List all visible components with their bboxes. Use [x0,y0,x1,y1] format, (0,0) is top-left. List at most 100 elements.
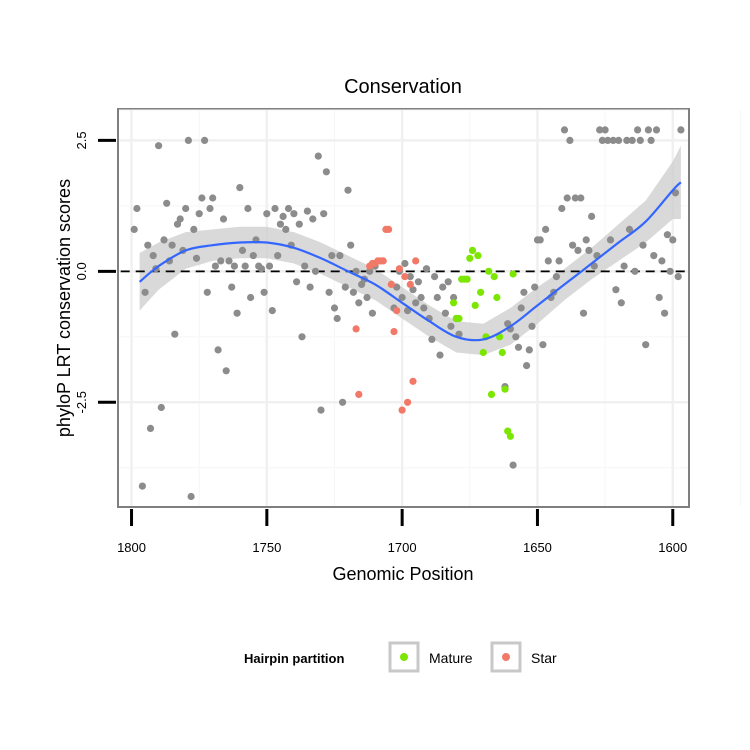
data-point-other [201,136,209,144]
data-point-mature [506,432,514,440]
legend-swatch-mature [400,653,408,661]
data-point-other [409,286,417,294]
data-points [130,126,685,501]
data-point-other [574,246,582,254]
data-point-star [379,257,387,265]
data-point-other [265,262,274,270]
data-point-other [523,362,531,370]
data-point-star [387,280,395,288]
data-point-other [182,204,190,213]
data-point-other [650,252,658,260]
data-point-other [322,168,330,176]
data-point-mature [471,301,479,309]
data-point-mature [485,267,493,275]
data-point-other [233,309,241,317]
data-point-other [566,136,574,144]
data-point-mature [498,348,506,357]
data-point-other [349,288,357,296]
data-point-star [390,328,398,336]
data-point-other [168,241,176,249]
data-point-star [352,325,360,333]
data-point-star [395,265,403,273]
data-point-mature [496,333,504,341]
data-point-other [661,309,669,317]
data-point-other [539,341,547,349]
data-point-other [666,267,674,275]
data-point-other [658,257,666,265]
data-point-other [149,252,157,260]
y-tick-label: 2.5 [74,131,89,149]
x-tick-label: 1700 [388,540,417,555]
data-point-other [579,309,588,317]
data-point-other [241,262,249,270]
data-point-other [436,351,444,359]
data-point-other [536,236,544,244]
data-point-other [598,136,607,144]
loess-smooth-line [138,181,682,342]
x-axis-title: Genomic Position [332,564,473,584]
data-point-mature [490,273,498,281]
data-point-other [609,136,617,144]
data-point-other [219,215,228,223]
data-point-other [157,403,165,412]
data-point-star [406,280,414,288]
data-point-other [625,225,634,233]
confidence-band [139,145,681,356]
data-point-other [339,398,347,406]
data-point-other [414,278,422,286]
data-point-other [582,236,590,244]
data-point-other [146,424,155,432]
data-point-other [528,322,536,330]
data-point-other [244,204,252,213]
data-point-mature [463,275,471,283]
data-point-mature [474,252,482,260]
data-point-other [422,265,431,273]
data-point-other [634,126,642,134]
legend-label-mature: Mature [429,650,473,666]
data-point-other [560,126,569,134]
data-point-other [309,215,317,223]
data-point-other [585,246,593,254]
data-point-other [558,204,566,213]
data-point-other [512,333,520,341]
data-point-other [211,262,219,270]
data-point-other [644,126,653,134]
data-point-other [393,283,401,291]
data-point-other [431,273,439,281]
data-point-other [133,204,141,213]
data-point-other [639,241,647,249]
data-point-other [141,288,149,296]
data-point-star [355,390,363,398]
data-point-other [406,273,414,281]
data-point-other [171,330,179,338]
data-point-other [238,246,247,254]
data-point-star [401,273,409,281]
data-point-other [368,309,376,317]
y-axis: 2.5 0.0 -2.5 [74,131,116,413]
data-point-other [257,265,265,273]
data-point-other [447,322,455,330]
data-point-other [311,267,320,275]
legend: Hairpin partition Mature Star [244,641,557,673]
data-point-other [160,236,168,244]
data-point-star [404,398,412,406]
data-point-other [520,288,528,296]
x-tick-label: 1650 [523,540,552,555]
data-point-other [552,273,561,281]
data-point-other [192,254,201,262]
data-point-other [249,252,257,260]
data-point-other [596,126,604,134]
data-point-other [130,225,138,233]
data-point-other [677,126,685,134]
data-point-other [669,236,677,244]
data-point-other [628,136,636,144]
data-point-other [268,307,276,315]
data-point-other [417,293,425,302]
data-point-other [328,252,336,260]
data-point-mature [501,385,509,393]
data-point-mature [493,293,501,302]
data-point-other [284,204,293,213]
data-point-other [441,309,449,317]
data-point-other [222,367,230,375]
